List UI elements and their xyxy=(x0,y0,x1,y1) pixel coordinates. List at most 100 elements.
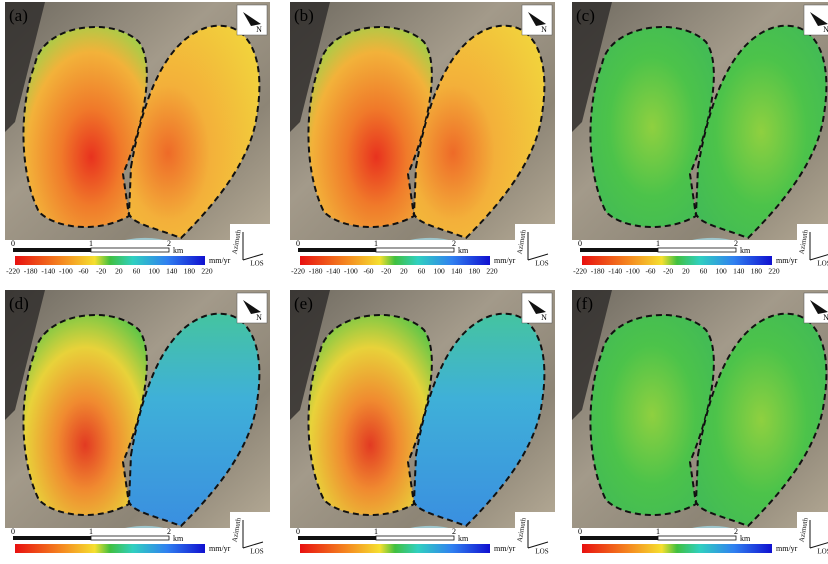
colorbar-tick-label: 140 xyxy=(733,267,745,276)
scale-tick-label: 0 xyxy=(578,239,582,248)
scale-tick-label: 0 xyxy=(11,527,15,536)
los-label: LOS xyxy=(535,260,548,268)
colorbar-tick-label: 60 xyxy=(700,267,708,276)
north-label: N xyxy=(823,313,828,322)
colorbar-tick-label: -100 xyxy=(344,267,358,276)
panel: (c)NAzimuthLOS012kmmm/yr-220-180-140-100… xyxy=(572,2,828,276)
colorbar-tick-label: 100 xyxy=(148,267,160,276)
colorbar xyxy=(300,256,490,265)
north-label: N xyxy=(256,25,262,34)
scale-bar-black xyxy=(13,536,91,540)
panel: (b)NAzimuthLOS012kmmm/yr-220-180-140-100… xyxy=(290,2,555,276)
scale-tick-label: 2 xyxy=(734,239,738,248)
scale-tick-label: 1 xyxy=(656,239,660,248)
colorbar-tick-label: 220 xyxy=(768,267,780,276)
panel-label: (e) xyxy=(294,294,313,313)
scale-tick-label: 2 xyxy=(734,527,738,536)
colorbar-tick-label: 220 xyxy=(486,267,498,276)
scale-bar-strip xyxy=(572,240,797,270)
colorbar-tick-label: -60 xyxy=(646,267,656,276)
scale-tick-label: 1 xyxy=(89,527,93,536)
scale-tick-label: 0 xyxy=(296,527,300,536)
figure: (a)NAzimuthLOS012kmmm/yr-220-180-140-100… xyxy=(0,0,828,564)
colorbar-tick-label: -20 xyxy=(96,267,106,276)
scale-bar-white xyxy=(91,536,169,540)
scale-bar-black xyxy=(580,248,658,252)
colorbar xyxy=(300,544,490,553)
colorbar xyxy=(582,544,772,553)
colorbar-tick-label: 20 xyxy=(682,267,690,276)
colorbar-tick-label: 100 xyxy=(433,267,445,276)
scale-unit: km xyxy=(173,246,184,255)
colorbar-tick-label: -180 xyxy=(591,267,605,276)
scale-tick-label: 0 xyxy=(578,527,582,536)
north-label: N xyxy=(541,313,547,322)
scale-tick-label: 2 xyxy=(452,239,456,248)
colorbar-tick-label: -100 xyxy=(626,267,640,276)
colorbar-unit: mm/yr xyxy=(209,256,231,265)
los-label: LOS xyxy=(817,548,828,556)
scale-unit: km xyxy=(458,246,469,255)
colorbar-tick-label: -60 xyxy=(364,267,374,276)
north-label: N xyxy=(256,313,262,322)
colorbar-tick-label: 180 xyxy=(469,267,481,276)
panel-label: (d) xyxy=(9,294,29,313)
colorbar-tick-label: -140 xyxy=(608,267,622,276)
north-label: N xyxy=(823,25,828,34)
scale-tick-label: 1 xyxy=(374,239,378,248)
colorbar-tick-label: -100 xyxy=(59,267,73,276)
scale-tick-label: 2 xyxy=(452,527,456,536)
scale-bar-white xyxy=(91,248,169,252)
scale-tick-label: 1 xyxy=(656,527,660,536)
colorbar-tick-label: -180 xyxy=(309,267,323,276)
north-label: N xyxy=(541,25,547,34)
colorbar-tick-label: 60 xyxy=(418,267,426,276)
scale-tick-label: 1 xyxy=(89,239,93,248)
scale-tick-label: 0 xyxy=(296,239,300,248)
colorbar-tick-label: -220 xyxy=(573,267,587,276)
colorbar-tick-label: -180 xyxy=(24,267,38,276)
colorbar-tick-label: 100 xyxy=(715,267,727,276)
scale-bar-strip xyxy=(5,528,230,558)
colorbar-tick-label: -220 xyxy=(6,267,20,276)
scale-bar-strip xyxy=(572,528,797,558)
colorbar-tick-label: -20 xyxy=(381,267,391,276)
scale-unit: km xyxy=(173,534,184,543)
colorbar xyxy=(582,256,772,265)
scale-bar-black xyxy=(580,536,658,540)
colorbar-unit: mm/yr xyxy=(494,256,516,265)
panel-label: (a) xyxy=(9,6,28,25)
scale-unit: km xyxy=(740,534,751,543)
scale-bar-strip xyxy=(290,240,515,270)
scale-bar-black xyxy=(298,248,376,252)
colorbar-tick-label: 140 xyxy=(451,267,463,276)
colorbar-tick-label: 180 xyxy=(751,267,763,276)
scale-bar-strip xyxy=(5,240,230,270)
scale-tick-label: 2 xyxy=(167,239,171,248)
scale-unit: km xyxy=(458,534,469,543)
colorbar-tick-label: -220 xyxy=(291,267,305,276)
los-label: LOS xyxy=(535,548,548,556)
colorbar-tick-label: 220 xyxy=(201,267,213,276)
scale-bar-black xyxy=(298,536,376,540)
colorbar-unit: mm/yr xyxy=(209,544,231,553)
colorbar-unit: mm/yr xyxy=(776,256,798,265)
colorbar-tick-label: 180 xyxy=(184,267,196,276)
colorbar-tick-label: 20 xyxy=(400,267,408,276)
scale-tick-label: 2 xyxy=(167,527,171,536)
scale-bar-white xyxy=(658,536,736,540)
colorbar-tick-label: -60 xyxy=(79,267,89,276)
colorbar-unit: mm/yr xyxy=(776,544,798,553)
scale-bar-black xyxy=(13,248,91,252)
scale-bar-strip xyxy=(290,528,515,558)
panel-label: (b) xyxy=(294,6,314,25)
colorbar-tick-label: -140 xyxy=(326,267,340,276)
colorbar-tick-label: -20 xyxy=(663,267,673,276)
colorbar-tick-label: 20 xyxy=(115,267,123,276)
scale-tick-label: 1 xyxy=(374,527,378,536)
scale-tick-label: 0 xyxy=(11,239,15,248)
colorbar xyxy=(15,256,205,265)
